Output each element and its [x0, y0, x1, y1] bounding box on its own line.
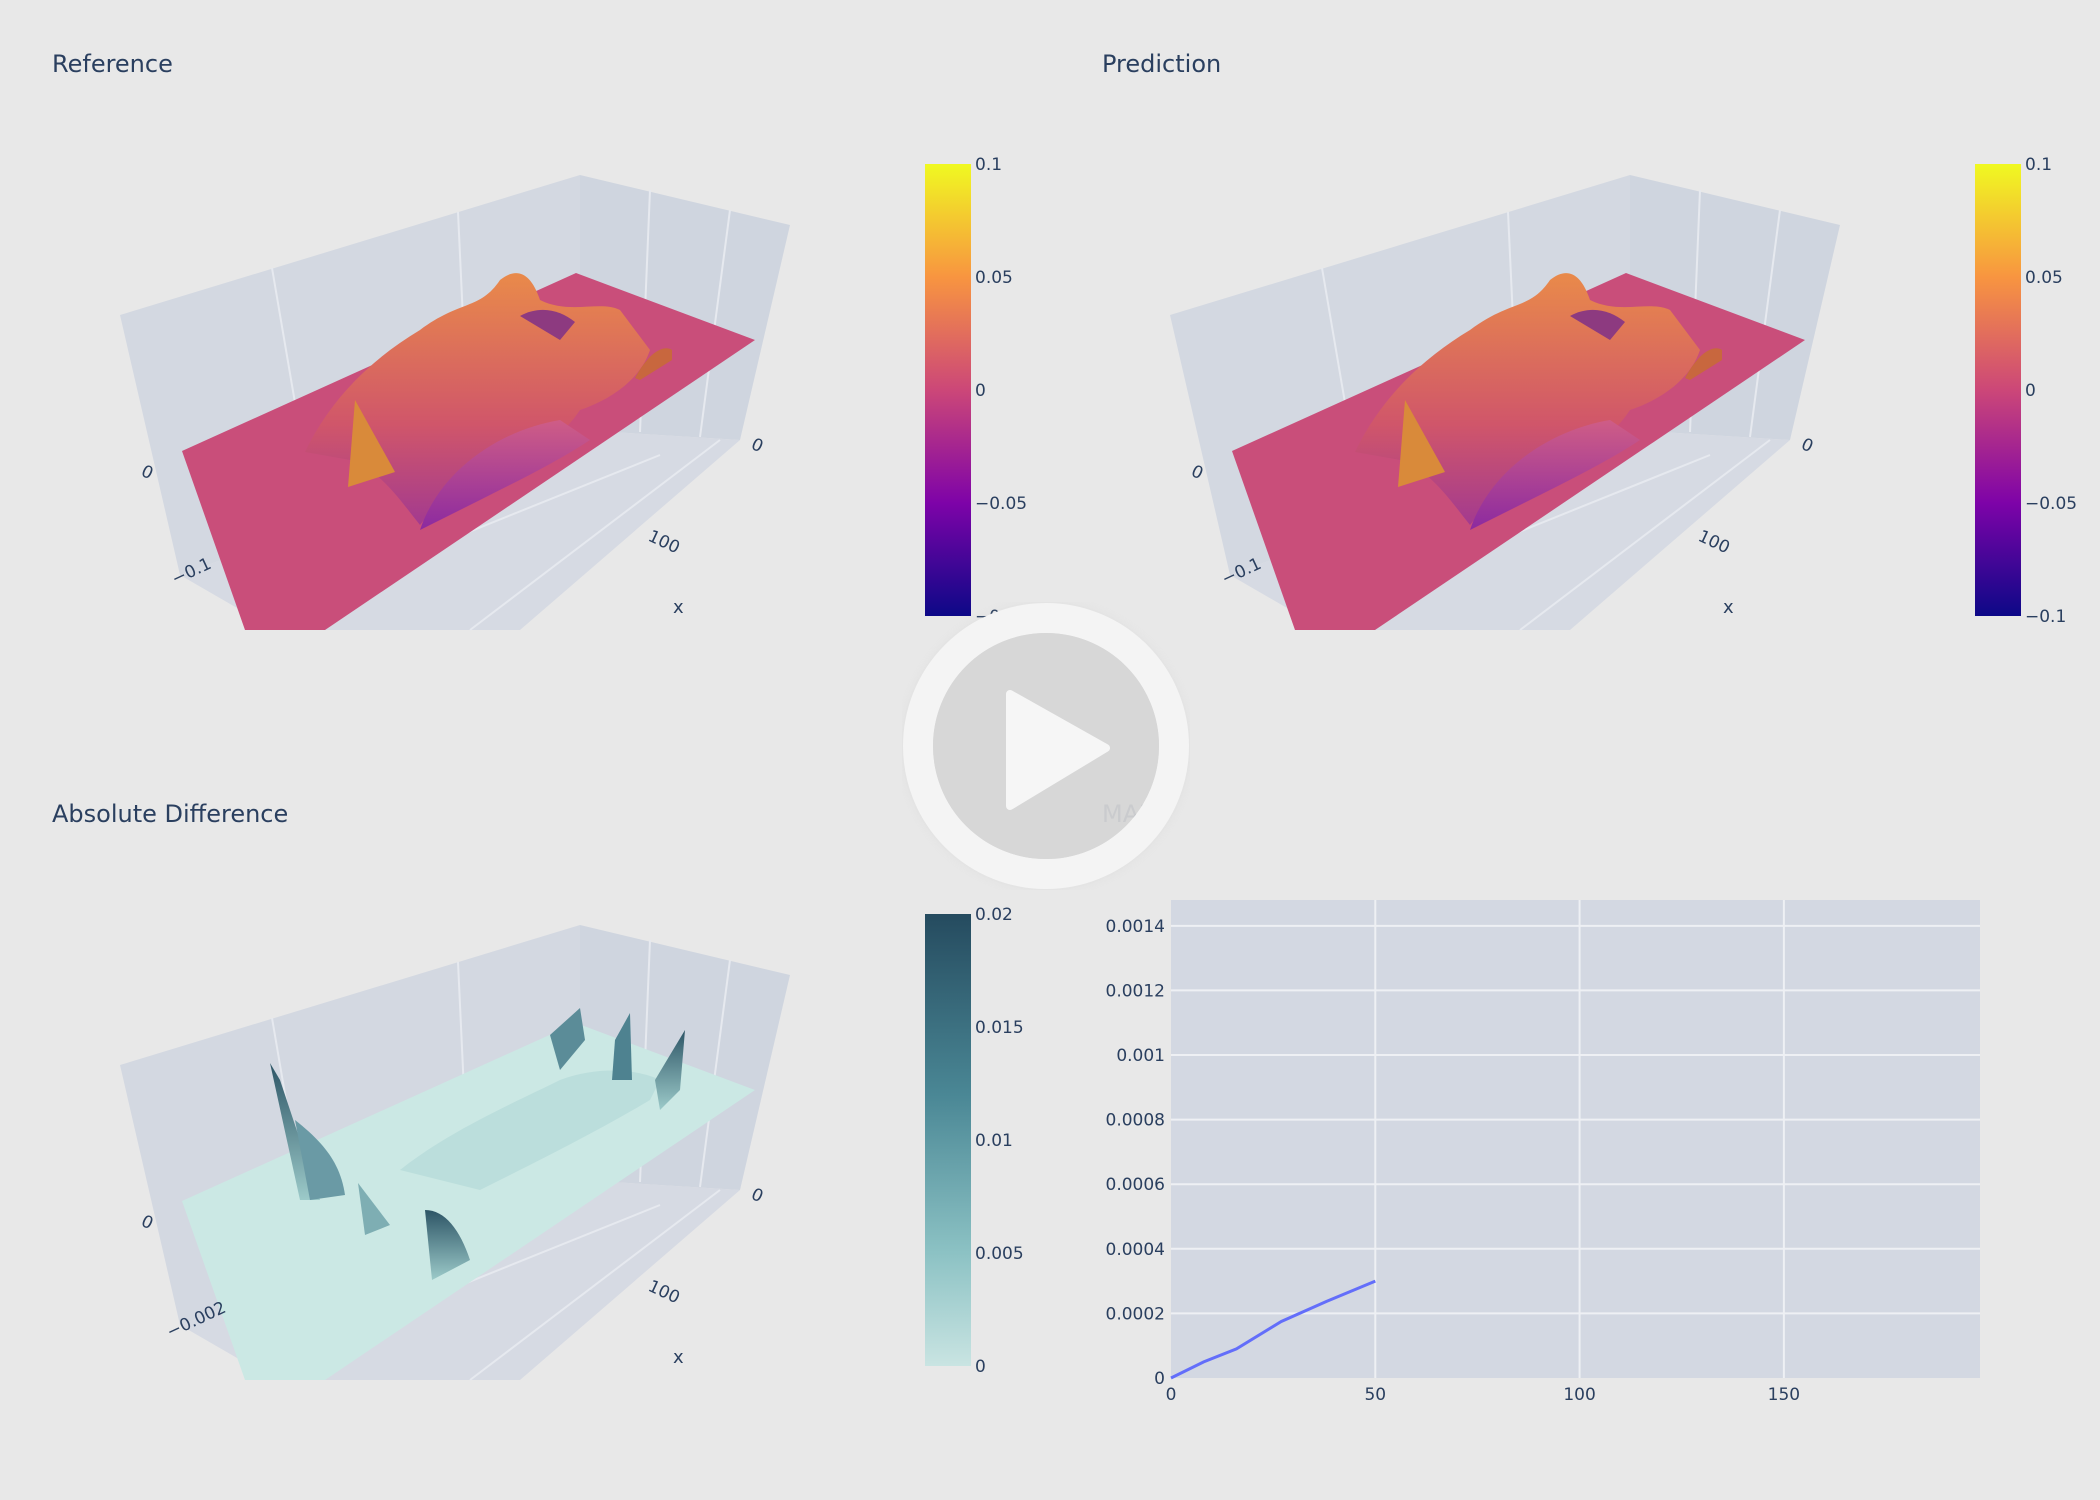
surface-hump: [1355, 273, 1700, 525]
colorbar-gradient: [1975, 164, 2021, 616]
x-tick-100: 100: [1695, 526, 1733, 558]
surface-spike-back2: [612, 1013, 632, 1080]
x-tick-label: 150: [1768, 1385, 1800, 1405]
y-tick-label: 0: [1154, 1369, 1165, 1389]
reference-title: Reference: [52, 50, 173, 78]
colorbar-tick: 0.015: [975, 1018, 1024, 1038]
reference-scene[interactable]: 0 −0.1 0 100 x: [120, 175, 790, 631]
colorbar-tick: 0.02: [975, 905, 1013, 925]
plot-area: [1171, 900, 1980, 1378]
y-tick-label: 0.0004: [1106, 1240, 1165, 1260]
x-axis-label: x: [673, 597, 684, 618]
difference-scene[interactable]: 0 −0.002 0 100 x: [120, 925, 790, 1381]
x-axis-label: x: [673, 1347, 684, 1368]
difference-colorbar: 0.02 0.015 0.01 0.005 0: [925, 905, 1024, 1377]
y-tick-label: 0.0006: [1106, 1175, 1165, 1195]
surface-spike-back3: [655, 1030, 685, 1110]
grid: [1171, 900, 1980, 1378]
surface-spike-back1: [550, 1008, 585, 1070]
x-tick-0: 0: [1798, 434, 1816, 457]
x-axis-label: x: [1723, 597, 1734, 618]
x-tick-label: 100: [1563, 1385, 1595, 1405]
colorbar-tick: 0: [975, 381, 986, 401]
x-tick-labels: 0 50 100 150: [1166, 1385, 1801, 1405]
y-tick-labels: 0 0.0002 0.0004 0.0006 0.0008 0.001 0.0012 0.00…: [1106, 917, 1165, 1389]
colorbar-tick: −0.05: [975, 494, 1027, 514]
x-tick-0: 0: [748, 1184, 766, 1207]
colorbar-gradient: [925, 164, 971, 616]
colorbar-tick: 0.05: [975, 268, 1013, 288]
y-tick-label: 0.0012: [1106, 981, 1165, 1001]
colorbar-tick: 0.1: [2025, 155, 2052, 175]
x-tick-label: 50: [1364, 1385, 1386, 1405]
colorbar-tick: 0.005: [975, 1244, 1024, 1264]
x-tick-label: 0: [1166, 1385, 1177, 1405]
y-tick-0: 0: [1188, 461, 1206, 484]
surface-ridge-right: [1685, 348, 1722, 380]
y-tick-label: 0.0008: [1106, 1111, 1165, 1131]
prediction-scene[interactable]: 0 −0.1 0 100 x: [1170, 175, 1840, 631]
y-tick-label: 0.0002: [1106, 1304, 1165, 1324]
x-tick-100: 100: [645, 526, 683, 558]
surface-dip: [520, 309, 575, 340]
surface-ridge-front: [1470, 420, 1640, 530]
colorbar-tick: 0.01: [975, 1131, 1013, 1151]
colorbar-tick: −0.05: [2025, 494, 2077, 514]
difference-title: Absolute Difference: [52, 800, 289, 828]
surface-spike-left: [295, 1120, 345, 1200]
y-tick-label: 0.0014: [1106, 917, 1165, 937]
surface-spike-mid: [358, 1183, 390, 1235]
colorbar-gradient: [925, 914, 971, 1366]
y-tick-0: 0: [138, 461, 156, 484]
colorbar-tick: 0.05: [2025, 268, 2063, 288]
surface-spike: [348, 400, 395, 487]
y-tick-0: 0: [138, 1211, 156, 1234]
reference-colorbar: 0.1 0.05 0 −0.05 −0.1: [925, 155, 1027, 627]
surface-ridge-front: [420, 420, 590, 530]
y-tick-label: 0.001: [1116, 1046, 1165, 1066]
surface-ridge-right: [635, 348, 672, 380]
mae-chart[interactable]: 0 0.0002 0.0004 0.0006 0.0008 0.001 0.0012 0.00…: [1106, 900, 1980, 1405]
prediction-colorbar: 0.1 0.05 0 −0.05 −0.1: [1975, 155, 2077, 627]
colorbar-tick: 0.1: [975, 155, 1002, 175]
surface-dip: [1570, 309, 1625, 340]
play-icon: [903, 603, 1189, 889]
surface-spike: [1398, 400, 1445, 487]
x-tick-100: 100: [645, 1276, 683, 1308]
x-tick-0: 0: [748, 434, 766, 457]
surface-ripple: [400, 1070, 660, 1190]
colorbar-tick: 0: [975, 1357, 986, 1377]
play-button[interactable]: [902, 602, 1190, 890]
colorbar-tick: −0.1: [2025, 607, 2066, 627]
colorbar-tick: 0: [2025, 381, 2036, 401]
surface-spike-front: [425, 1210, 470, 1280]
surface-hump: [305, 273, 650, 525]
prediction-title: Prediction: [1102, 50, 1222, 78]
mae-series-line: [1170, 1279, 1376, 1380]
